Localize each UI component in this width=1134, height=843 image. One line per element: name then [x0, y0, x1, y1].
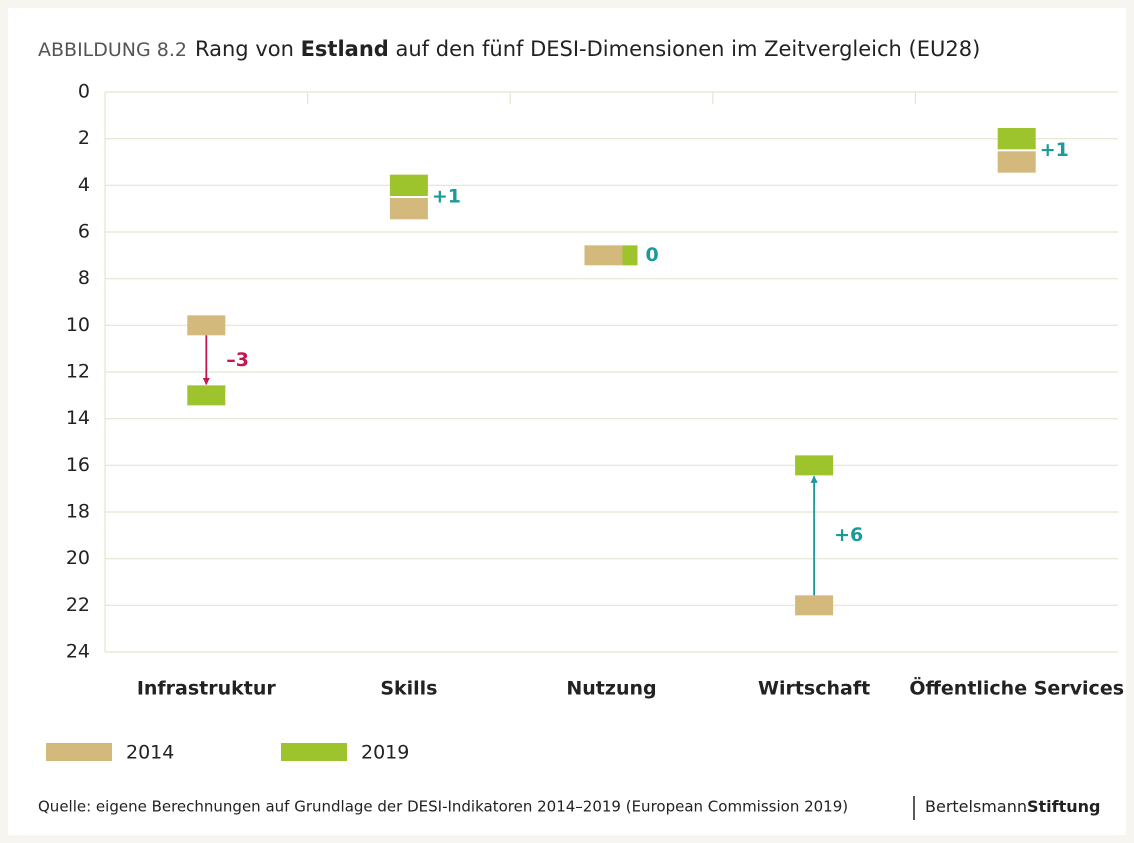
y-tick-label: 14 [66, 407, 90, 429]
y-tick-label: 0 [78, 81, 90, 103]
figure-label: ABBILDUNG 8.2 [38, 39, 187, 61]
y-tick-label: 16 [66, 454, 90, 476]
legend-swatch [281, 743, 347, 761]
y-tick-label: 18 [66, 501, 90, 523]
brand-part: Bertelsmann [925, 797, 1027, 816]
marker-2014 [795, 595, 834, 616]
source: Quelle: eigene Berechnungen auf Grundlag… [38, 798, 848, 816]
marker-2019 [622, 245, 638, 266]
title-part: Rang von [195, 37, 301, 61]
chart-title: ABBILDUNG 8.2 Rang von Estland auf den fü… [38, 37, 980, 61]
y-tick-label: 2 [78, 127, 90, 149]
marker-2014 [389, 198, 428, 220]
y-tick-label: 24 [66, 641, 90, 663]
x-tick-label: Öffentliche Services [909, 676, 1124, 700]
change-label: –3 [226, 349, 249, 371]
brand: BertelsmannStiftung [925, 797, 1100, 816]
y-tick-label: 12 [66, 361, 90, 383]
y-tick-label: 8 [78, 267, 90, 289]
x-tick-label: Nutzung [566, 678, 656, 700]
marker-2019 [389, 174, 428, 196]
marker-2014 [187, 315, 226, 336]
change-label: 0 [646, 244, 659, 266]
x-tick-label: Wirtschaft [758, 678, 870, 700]
y-tick-label: 6 [78, 221, 90, 243]
title-part: Estland [301, 37, 389, 61]
y-tick-label: 20 [66, 547, 90, 569]
brand-part: Stiftung [1027, 797, 1101, 816]
panel [8, 8, 1126, 835]
change-label: +1 [432, 186, 461, 208]
y-tick-label: 22 [66, 594, 90, 616]
marker-2014 [997, 151, 1036, 173]
title-part: auf den fünf DESI-Dimensionen im Zeitver… [389, 37, 980, 61]
legend-label: 2014 [126, 742, 174, 764]
x-tick-label: Infrastruktur [137, 678, 277, 700]
change-label: +6 [834, 524, 863, 546]
y-tick-label: 4 [78, 174, 90, 196]
marker-2019 [997, 128, 1036, 150]
change-label: +1 [1040, 139, 1069, 161]
x-tick-label: Skills [380, 678, 437, 700]
marker-2014 [584, 245, 623, 266]
legend-label: 2019 [361, 742, 409, 764]
y-tick-label: 10 [66, 314, 90, 336]
marker-2019 [187, 385, 226, 406]
marker-2019 [795, 455, 834, 476]
legend-swatch [46, 743, 112, 761]
